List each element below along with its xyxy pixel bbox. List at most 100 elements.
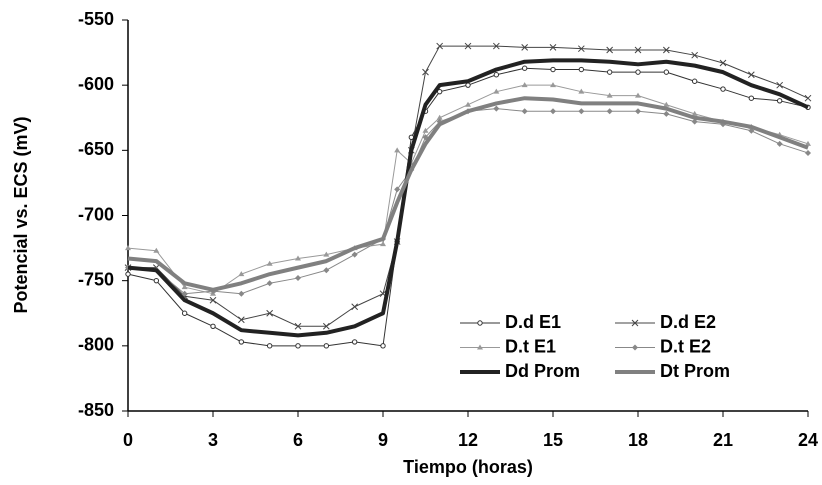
marker <box>295 275 301 282</box>
marker <box>238 290 245 297</box>
marker <box>720 86 726 92</box>
marker <box>464 42 472 50</box>
x-tick-label: 12 <box>458 430 478 450</box>
x-tick-label: 15 <box>543 430 563 450</box>
marker <box>238 339 245 345</box>
marker <box>493 105 500 112</box>
marker <box>747 71 755 79</box>
marker <box>691 118 698 125</box>
x-tick-label: 24 <box>798 430 818 450</box>
marker <box>631 319 639 327</box>
marker <box>805 140 811 146</box>
legend-label: Dd Prom <box>505 361 580 381</box>
marker <box>394 147 401 153</box>
marker <box>632 344 638 351</box>
legend-label: D.d E2 <box>660 312 716 332</box>
series-line <box>127 84 809 295</box>
y-tick-label: -750 <box>78 269 114 289</box>
marker <box>153 247 160 253</box>
x-tick-label: 18 <box>628 430 648 450</box>
marker <box>634 46 642 54</box>
marker <box>776 81 784 89</box>
legend-label: D.d E1 <box>505 312 561 332</box>
marker <box>422 68 429 76</box>
marker <box>662 46 670 54</box>
marker <box>210 323 216 329</box>
y-tick-label: -800 <box>78 335 114 355</box>
series-line <box>127 96 809 292</box>
marker <box>663 101 670 107</box>
marker <box>549 44 557 51</box>
marker <box>351 251 358 258</box>
marker <box>422 127 429 133</box>
x-tick-label: 3 <box>208 430 218 450</box>
marker <box>748 95 755 101</box>
marker <box>550 66 556 73</box>
marker <box>578 108 585 115</box>
marker <box>436 88 443 95</box>
marker <box>663 110 670 117</box>
marker <box>578 88 585 94</box>
marker <box>380 241 386 247</box>
marker <box>477 344 483 350</box>
marker <box>465 82 471 88</box>
marker <box>776 98 783 104</box>
marker <box>493 72 500 78</box>
x-tick-label: 9 <box>378 430 388 450</box>
marker <box>323 343 330 349</box>
marker <box>719 59 727 67</box>
x-tick-label: 0 <box>123 430 133 450</box>
marker <box>237 316 245 324</box>
series-line <box>127 58 809 338</box>
x-axis-label: Tiempo (horas) <box>403 457 533 477</box>
marker <box>238 271 245 277</box>
marker <box>380 343 386 349</box>
marker <box>294 322 302 330</box>
marker <box>436 42 444 50</box>
marker <box>153 277 160 284</box>
marker <box>295 255 301 261</box>
x-tick-label: 21 <box>713 430 733 450</box>
y-tick-label: -650 <box>78 139 114 159</box>
marker <box>181 290 188 297</box>
marker <box>322 322 330 330</box>
legend-label: D.t E1 <box>505 336 556 356</box>
marker <box>266 309 274 317</box>
marker <box>181 310 188 316</box>
marker <box>266 260 273 266</box>
marker <box>465 101 471 107</box>
marker <box>521 65 528 71</box>
marker <box>351 339 358 345</box>
y-tick-label: -550 <box>78 9 114 29</box>
marker <box>691 110 698 116</box>
marker <box>635 69 641 75</box>
marker <box>323 251 330 257</box>
y-tick-label: -600 <box>78 74 114 94</box>
marker <box>606 69 613 75</box>
marker <box>578 66 585 73</box>
y-tick-label: -850 <box>78 400 114 420</box>
marker <box>606 92 613 98</box>
marker <box>776 140 783 147</box>
marker <box>606 108 613 115</box>
series-line <box>127 108 809 295</box>
marker <box>550 82 556 88</box>
marker <box>266 343 273 349</box>
marker <box>635 108 641 115</box>
marker <box>125 271 131 277</box>
marker <box>550 108 556 115</box>
x-tick-label: 6 <box>293 430 303 450</box>
legend-label: Dt Prom <box>660 361 730 381</box>
marker <box>577 45 585 53</box>
marker <box>521 44 529 51</box>
marker <box>181 284 188 290</box>
marker <box>691 78 698 84</box>
marker <box>209 296 217 304</box>
marker <box>436 114 443 120</box>
marker <box>691 51 699 59</box>
marker <box>295 343 301 349</box>
marker <box>492 42 500 50</box>
marker <box>125 245 131 251</box>
marker <box>394 186 401 193</box>
